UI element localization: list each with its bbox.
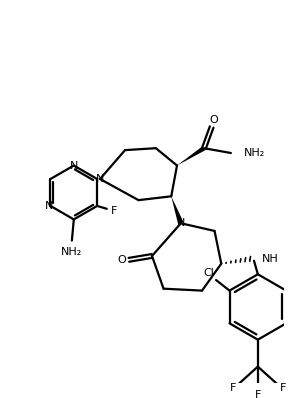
- Text: N: N: [96, 174, 104, 184]
- Text: NH₂: NH₂: [61, 247, 83, 258]
- Polygon shape: [171, 196, 184, 224]
- Text: N: N: [70, 160, 78, 170]
- Text: F: F: [230, 383, 236, 393]
- Text: F: F: [111, 206, 118, 216]
- Text: NH₂: NH₂: [243, 148, 265, 158]
- Polygon shape: [177, 146, 205, 166]
- Text: O: O: [209, 115, 218, 125]
- Text: F: F: [280, 383, 286, 393]
- Text: Cl: Cl: [203, 268, 214, 278]
- Text: O: O: [118, 255, 126, 265]
- Text: N: N: [45, 201, 54, 211]
- Text: F: F: [255, 390, 261, 398]
- Text: NH: NH: [262, 254, 278, 264]
- Text: N: N: [177, 218, 185, 228]
